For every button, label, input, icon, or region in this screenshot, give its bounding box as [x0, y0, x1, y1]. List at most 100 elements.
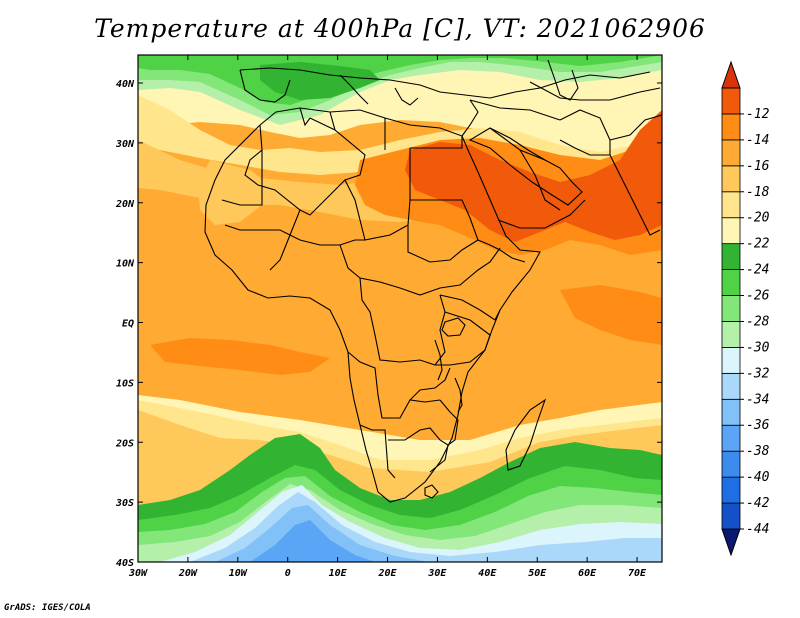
lat-tick-label: 40N — [116, 79, 135, 90]
arabia-south-coast — [497, 199, 586, 229]
colorbar-swatch — [721, 191, 741, 219]
madagascar — [505, 398, 547, 471]
colorbar-max-triangle — [721, 60, 741, 89]
colorbar-label: -38 — [746, 444, 770, 459]
border-central — [339, 244, 501, 296]
colorbar-label: -12 — [746, 107, 770, 122]
lon-tick-label: 20E — [377, 568, 397, 579]
colorbar-swatch — [721, 347, 741, 374]
border-north-africa — [299, 107, 386, 150]
border-namibia — [359, 424, 396, 479]
border-iran — [559, 109, 611, 155]
colorbar-swatch — [721, 217, 741, 245]
border-sudan — [407, 199, 479, 263]
border-afghanistan — [609, 114, 662, 141]
lesotho — [424, 484, 439, 499]
lat-tick-label: 30N — [115, 139, 135, 150]
lake-victoria — [441, 317, 466, 337]
field-eq-deep-orange — [150, 338, 330, 375]
border-east-africa — [439, 294, 501, 321]
colorbar-swatch — [721, 295, 741, 322]
colorbar-label: -16 — [746, 159, 770, 174]
field-west-orange-light — [198, 160, 270, 225]
credit-text: GrADS: IGES/COLA — [4, 603, 91, 613]
colorbar-swatch — [721, 243, 741, 270]
map-title: Temperature at 400hPa [C], VT: 202106290… — [94, 14, 706, 43]
colorbar-label: -32 — [746, 366, 770, 381]
colorbar: -44 -42 -40 -38 -36 -34 -32 -30 -28 -26 -24 -22 -20 -… — [721, 60, 770, 557]
colorbar-swatch — [721, 398, 741, 426]
iberia-coast — [239, 69, 291, 103]
colorbar-swatch — [721, 424, 741, 452]
colorbar-swatch — [721, 269, 741, 296]
colorbar-swatch — [721, 450, 741, 478]
colorbar-swatch — [721, 321, 741, 348]
colorbar-swatch — [721, 372, 741, 400]
lon-tick-label: 30W — [128, 568, 148, 579]
border-arabia-2 — [519, 149, 561, 211]
colorbar-swatch — [721, 113, 741, 141]
lat-tick-label: 20S — [115, 438, 134, 449]
border-angola — [347, 351, 441, 419]
coastlines-borders — [204, 59, 662, 503]
colorbar-label: -36 — [746, 418, 770, 433]
lon-tick-label: 30E — [427, 568, 447, 579]
colorbar-swatch — [721, 502, 741, 530]
colorbar-label: -42 — [746, 496, 770, 511]
lake-malawi — [454, 377, 463, 413]
colorbar-label: -14 — [746, 133, 769, 148]
border-horn — [477, 239, 526, 263]
colorbar-swatch — [721, 87, 741, 115]
lat-tick-label: 40S — [116, 558, 134, 569]
lat-tick-label: 30S — [115, 498, 134, 509]
border-tanzania — [435, 311, 491, 366]
colorbar-label: -34 — [746, 392, 769, 407]
border-congo — [359, 277, 446, 366]
border-zambia — [409, 367, 451, 401]
lon-tick-label: 70E — [628, 568, 647, 579]
colorbar-label: -18 — [746, 185, 770, 200]
colorbar-swatch — [721, 139, 741, 167]
lat-tick-label: 10S — [116, 378, 134, 389]
africa-coastline — [204, 107, 541, 503]
colorbar-label: -44 — [746, 522, 769, 537]
border-central-asia — [580, 87, 661, 101]
lon-tick-label: 40E — [478, 568, 497, 579]
border-turkey — [469, 99, 561, 121]
field-north-green-dark — [260, 62, 380, 100]
field-east-deep-orange — [560, 285, 662, 345]
lake-tanganyika — [434, 339, 443, 381]
temperature-field — [138, 55, 662, 562]
lat-tick-label: 20N — [115, 199, 135, 210]
border-botswana — [388, 427, 449, 473]
colorbar-label: -28 — [746, 314, 770, 329]
colorbar-swatch — [721, 476, 741, 504]
lon-tick-label: 20W — [178, 568, 198, 579]
greece-coast — [394, 87, 419, 106]
field-south-blue-mid — [250, 520, 375, 562]
lon-tick-label: 10E — [329, 568, 348, 579]
lat-tick-label: EQ — [122, 319, 134, 330]
lon-tick-label: 0 — [285, 568, 291, 579]
persian-coast — [559, 139, 610, 156]
plot-frame — [137, 54, 663, 563]
colorbar-swatch — [721, 165, 741, 193]
india-coast — [609, 154, 661, 236]
axis-ticks: 30W 20W 10W 0 10E 20E 30E 40E 50E 60E 70E 40N 30N 20N… — [115, 55, 662, 579]
colorbar-label: -40 — [746, 470, 770, 485]
lon-tick-label: 60E — [578, 568, 597, 579]
lon-tick-label: 50E — [528, 568, 547, 579]
colorbar-label: -30 — [746, 340, 770, 355]
border-west-africa — [224, 224, 365, 246]
lat-tick-label: 10N — [116, 259, 135, 270]
europe-coast — [239, 67, 651, 99]
lon-tick-label: 10W — [229, 568, 248, 579]
colorbar-label: -20 — [746, 211, 770, 226]
arabia-coast — [468, 127, 583, 206]
border-egypt — [410, 136, 463, 149]
colorbar-label: -26 — [746, 289, 770, 304]
colorbar-label: -22 — [746, 237, 770, 252]
field-red — [405, 110, 662, 242]
border-caucasus — [529, 81, 581, 101]
